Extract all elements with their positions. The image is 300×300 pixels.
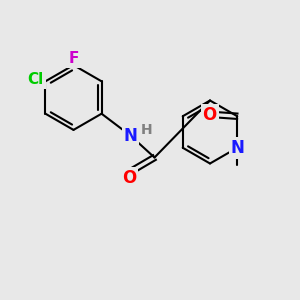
Text: Cl: Cl	[28, 72, 44, 87]
Text: F: F	[68, 51, 79, 66]
Text: N: N	[124, 127, 137, 145]
Text: Cl: Cl	[28, 72, 44, 87]
Text: H: H	[140, 123, 152, 137]
Text: F: F	[68, 51, 79, 66]
Text: H: H	[140, 123, 152, 137]
Text: O: O	[202, 106, 217, 124]
Text: O: O	[202, 106, 217, 124]
Text: N: N	[231, 139, 245, 157]
Text: O: O	[122, 169, 136, 187]
Text: N: N	[231, 139, 245, 157]
Text: O: O	[122, 169, 136, 187]
Text: N: N	[124, 127, 137, 145]
